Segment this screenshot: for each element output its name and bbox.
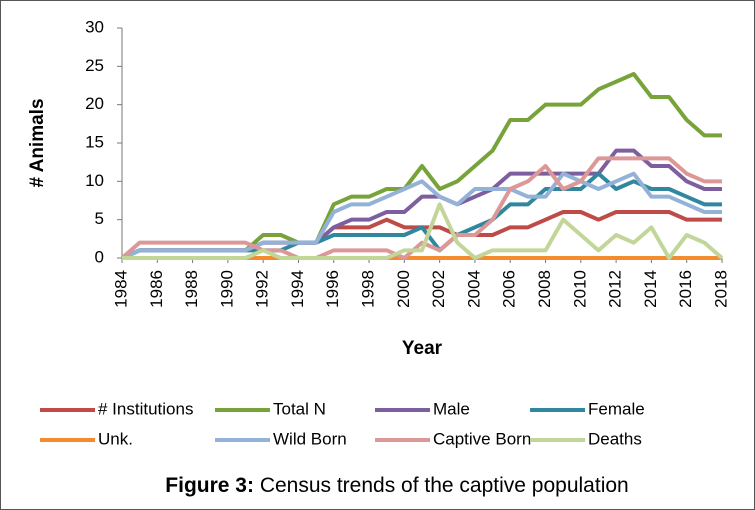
x-tick-label: 1998 [359, 270, 378, 308]
legend-label: Female [588, 399, 645, 418]
x-tick-label: 2002 [429, 270, 448, 308]
x-tick-label: 2010 [570, 270, 589, 308]
legend-label: Captive Born [433, 429, 531, 448]
series-line [122, 202, 724, 260]
x-tick-label: 1990 [217, 270, 236, 308]
x-axis-label: Year [402, 338, 443, 359]
legend-label: Total N [273, 399, 326, 418]
x-tick-label: 1984 [111, 270, 130, 308]
x-tick-label: 2018 [711, 270, 730, 308]
legend-label: Deaths [588, 429, 642, 448]
legend-label: # Institutions [98, 399, 193, 418]
y-tick-label: 0 [95, 247, 104, 266]
y-tick-label: 15 [85, 132, 104, 151]
caption-text: Census trends of the captive population [260, 474, 629, 497]
x-tick-label: 2016 [676, 270, 695, 308]
x-tick-label: 1992 [253, 270, 272, 308]
x-tick-label: 1988 [182, 270, 201, 308]
caption-label: Figure 3: [165, 474, 254, 497]
x-tick-label: 1986 [147, 270, 166, 308]
x-tick-label: 2000 [394, 270, 413, 308]
x-tick-label: 1994 [288, 270, 307, 308]
y-axis-label: # Animals [27, 98, 48, 187]
x-tick-label: 2004 [464, 270, 483, 308]
x-tick-label: 1996 [323, 270, 342, 308]
y-tick-label: 5 [95, 209, 104, 228]
y-tick-label: 20 [85, 94, 104, 113]
x-tick-label: 2014 [641, 270, 660, 308]
caption: Figure 3: Census trends of the captive p… [165, 474, 628, 497]
y-tick-label: 10 [85, 171, 104, 190]
x-tick-label: 2012 [606, 270, 625, 308]
y-tick-label: 30 [85, 17, 104, 36]
x-tick-label: 2008 [535, 270, 554, 308]
legend-label: Male [433, 399, 470, 418]
series-line [121, 171, 722, 260]
y-tick-label: 25 [85, 56, 104, 75]
series-line [120, 156, 722, 260]
legend-label: Unk. [98, 429, 133, 448]
legend-label: Wild Born [273, 429, 347, 448]
x-tick-label: 2006 [500, 270, 519, 308]
